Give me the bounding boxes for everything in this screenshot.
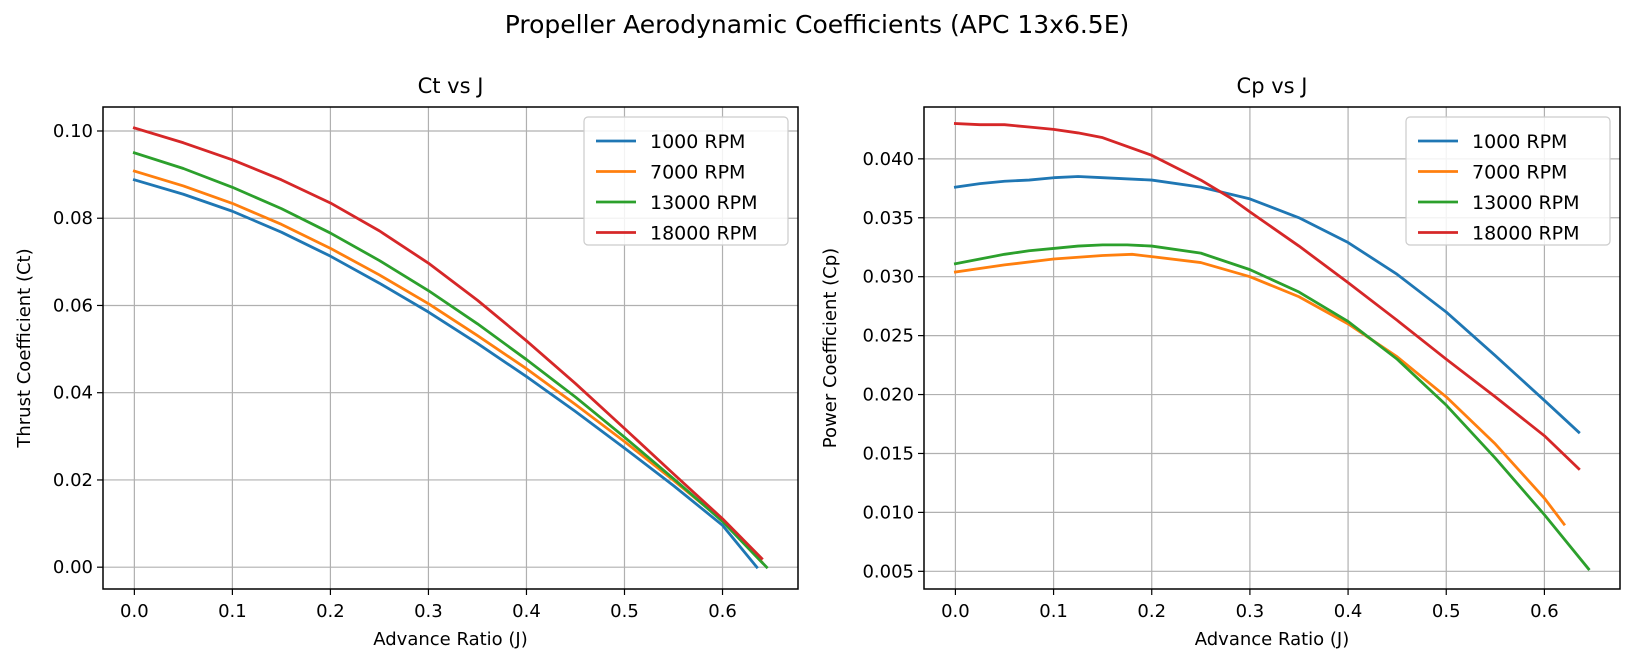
x-tick-label: 0.0 bbox=[941, 601, 970, 622]
chart-2: 0.0 0.1 0.2 0.3 0.4 0.5 0.6 0.005 0.010 0.015 0.02… bbox=[820, 74, 1621, 650]
series-line-1000-rpm bbox=[132, 178, 759, 570]
series-line-18000-rpm bbox=[953, 122, 1581, 471]
x-tick-label: 0.4 bbox=[1334, 601, 1363, 622]
chart-title: Ct vs J bbox=[418, 74, 484, 98]
y-tick-label: 0.025 bbox=[862, 326, 914, 347]
series-line-18000-rpm bbox=[132, 126, 764, 561]
y-tick-label: 0.035 bbox=[862, 208, 914, 229]
legend-label: 13000 RPM bbox=[1472, 192, 1580, 214]
x-tick-label: 0.2 bbox=[1137, 601, 1166, 622]
legend-box bbox=[1405, 116, 1611, 246]
y-tick-label: 0.010 bbox=[862, 502, 914, 523]
series-line-7000-rpm bbox=[953, 252, 1567, 527]
legend: 1000 RPM 7000 RPM 13000 RPM 18000 RPM bbox=[583, 116, 789, 246]
y-tick-label: 0.040 bbox=[862, 149, 914, 170]
legend-label: 7000 RPM bbox=[1472, 162, 1567, 184]
x-tick-label: 0.5 bbox=[1432, 601, 1461, 622]
axes-frame bbox=[923, 106, 1621, 590]
series-line-1000-rpm bbox=[953, 175, 1581, 435]
y-tick-label: 0.02 bbox=[53, 470, 93, 491]
y-tick-label: 0.015 bbox=[862, 443, 914, 464]
x-tick-label: 0.6 bbox=[1530, 601, 1559, 622]
x-tick-label: 0.1 bbox=[218, 601, 247, 622]
x-axis-label: Advance Ratio (J) bbox=[1195, 629, 1350, 650]
x-tick-label: 0.4 bbox=[512, 601, 541, 622]
y-tick-label: 0.06 bbox=[53, 295, 93, 316]
x-tick-label: 0.6 bbox=[708, 601, 737, 622]
axes-frame bbox=[102, 106, 799, 590]
y-axis-label: Power Coefficient (Cp) bbox=[820, 248, 841, 448]
y-tick-label: 0.10 bbox=[53, 121, 93, 142]
x-tick-label: 0.5 bbox=[610, 601, 639, 622]
series-line-7000-rpm bbox=[132, 169, 764, 564]
legend-label: 1000 RPM bbox=[650, 131, 745, 153]
x-tick-label: 0.2 bbox=[316, 601, 345, 622]
x-tick-label: 0.1 bbox=[1039, 601, 1068, 622]
legend-label: 18000 RPM bbox=[650, 223, 758, 245]
chart-1: 0.0 0.1 0.2 0.3 0.4 0.5 0.6 0.00 0.02 0.04 0.06 0.0… bbox=[14, 74, 799, 650]
legend-box bbox=[583, 116, 789, 246]
x-tick-label: 0.3 bbox=[1236, 601, 1265, 622]
series-line-13000-rpm bbox=[132, 151, 769, 570]
legend: 1000 RPM 7000 RPM 13000 RPM 18000 RPM bbox=[1405, 116, 1611, 246]
legend-label: 1000 RPM bbox=[1472, 131, 1567, 153]
figure-suptitle: Propeller Aerodynamic Coefficients (APC … bbox=[504, 10, 1130, 39]
y-tick-label: 0.005 bbox=[862, 561, 914, 582]
y-tick-label: 0.030 bbox=[862, 267, 914, 288]
y-tick-label: 0.08 bbox=[53, 208, 93, 229]
legend-label: 18000 RPM bbox=[1472, 223, 1580, 245]
y-tick-label: 0.020 bbox=[862, 385, 914, 406]
series-line-13000-rpm bbox=[953, 243, 1591, 571]
x-axis-label: Advance Ratio (J) bbox=[373, 629, 528, 650]
x-tick-label: 0.0 bbox=[120, 601, 149, 622]
legend-label: 7000 RPM bbox=[650, 162, 745, 184]
chart-title: Cp vs J bbox=[1237, 74, 1308, 98]
legend-label: 13000 RPM bbox=[650, 192, 758, 214]
y-tick-label: 0.00 bbox=[53, 557, 93, 578]
x-tick-label: 0.3 bbox=[414, 601, 443, 622]
y-axis-label: Thrust Coefficient (Ct) bbox=[14, 248, 35, 448]
y-tick-label: 0.04 bbox=[53, 383, 93, 404]
